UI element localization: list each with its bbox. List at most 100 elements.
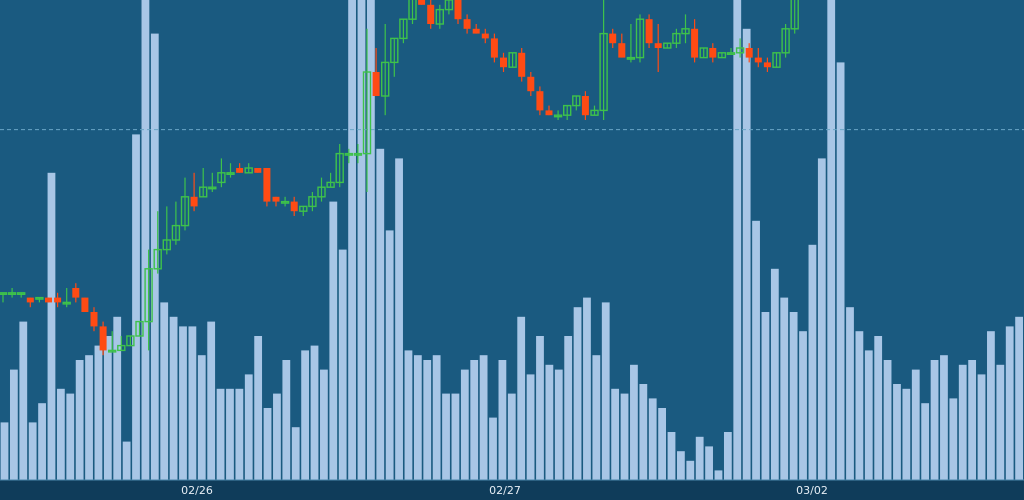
candle [444,0,454,15]
candle-body [672,32,681,44]
volume-bar [630,364,638,480]
candle [126,335,135,347]
volume-bar [470,360,479,480]
candle [518,48,526,82]
candle [353,144,363,164]
candle [490,33,498,63]
volume-bar [207,321,216,480]
volume-bar [85,355,93,480]
candle [735,38,745,58]
candle [699,47,708,59]
candle-body [162,239,172,251]
candle-body [81,297,89,312]
volume-bar [827,0,836,480]
candle [198,168,208,198]
volume-bar [301,350,310,480]
candle-body [699,47,708,59]
volume-bar [1015,316,1023,480]
volume-bar [940,355,948,480]
candle [626,24,636,63]
candle [691,19,699,63]
candle-body [126,335,135,347]
candle [81,297,89,312]
volume-bar [583,297,591,480]
candle [72,283,80,303]
candle-body [26,297,34,303]
volume-bar [179,326,187,480]
candle-body [490,38,498,58]
candle-body [217,172,226,184]
volume-bar [658,408,666,480]
x-tick-label: 02/26 [181,484,213,497]
candle [263,168,271,207]
price-candles [0,0,799,356]
candle [208,172,217,192]
volume-bar [526,374,535,480]
candle-body [454,0,462,20]
volume-bar [592,355,601,480]
candle-body [144,268,153,323]
volume-bar [404,350,413,480]
candle-body [280,200,290,204]
candle [681,14,690,44]
candle [481,28,489,44]
volume-bar [479,355,488,480]
volume-bar [263,408,272,480]
volume-bar [733,0,742,480]
volume-bar [874,336,883,480]
candle-body [508,52,517,68]
candle-body [472,28,480,34]
candle-body [681,28,690,35]
candle-body [735,47,745,54]
candle [717,52,727,59]
candle-body [198,186,208,198]
candle-body [691,28,699,58]
volume-bar [930,360,939,480]
candle-body [481,33,489,39]
candle [153,211,162,274]
volume-bar [423,360,432,480]
volume-bar [808,244,817,480]
candle [609,28,617,48]
candle [381,24,390,116]
candle [35,296,44,303]
volume-bar [723,432,732,480]
volume-bar [216,388,225,480]
candle [500,52,507,72]
volume-bar [320,369,328,480]
candle-body [590,109,599,116]
candle [90,307,98,332]
candle [772,52,781,68]
candle [180,177,190,231]
candle-body [545,110,553,116]
candle [763,57,771,72]
candle-body [7,292,17,295]
candle [726,48,736,55]
volume-bar [601,302,610,480]
volume-bar [799,331,807,480]
candle-body [153,248,162,270]
candle [599,0,608,120]
candle-body [372,72,380,96]
candle-body [463,19,471,29]
candle-body [107,349,117,353]
volume-bar [235,388,244,480]
candle-body [635,18,645,59]
volume-bar [348,0,356,480]
volume-bar [507,393,516,480]
candle [272,196,280,207]
volume-bar [376,148,385,481]
candle [99,321,107,356]
candle [399,18,408,44]
volume-bar [855,331,864,480]
volume-bar [273,393,281,480]
volume-bar [442,393,450,480]
volume-bar [846,307,854,480]
candle-body [299,205,308,212]
candle-body [435,8,444,25]
candle-body [408,0,417,20]
candle [781,24,790,58]
volume-bar [817,158,826,480]
volume-bar [977,374,986,480]
